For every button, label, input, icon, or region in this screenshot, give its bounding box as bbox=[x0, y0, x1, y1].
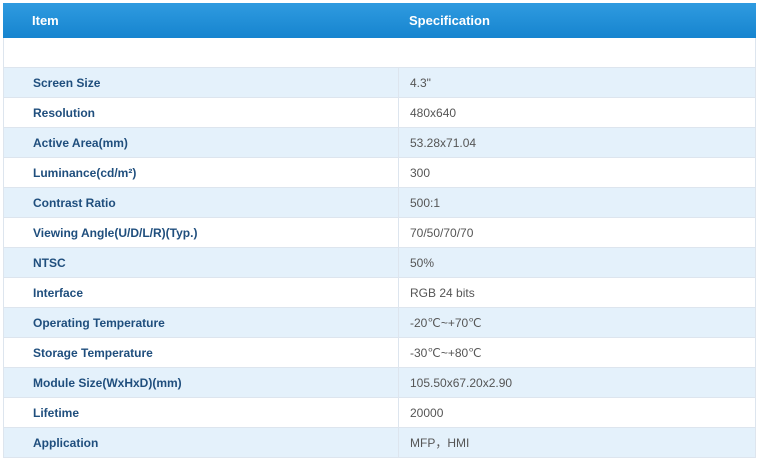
item-cell: Contrast Ratio bbox=[3, 188, 398, 217]
item-cell: Module Size(WxHxD)(mm) bbox=[3, 368, 398, 397]
spec-cell: 20000 bbox=[398, 398, 756, 427]
table-row: Screen Size 4.3" bbox=[3, 68, 756, 98]
spec-cell: -20℃~+70℃ bbox=[398, 308, 756, 337]
table-row: Storage Temperature -30℃~+80℃ bbox=[3, 338, 756, 368]
spec-table: Item Specification Screen Size 4.3" Resolu… bbox=[3, 3, 756, 458]
spec-cell: 105.50x67.20x2.90 bbox=[398, 368, 756, 397]
item-cell: Screen Size bbox=[3, 68, 398, 97]
spec-cell: 300 bbox=[398, 158, 756, 187]
spec-cell: 4.3" bbox=[398, 68, 756, 97]
item-cell: NTSC bbox=[3, 248, 398, 277]
header-row: Item Specification bbox=[3, 3, 756, 38]
spec-cell: MFP，HMI bbox=[398, 428, 756, 457]
spec-cell: 50% bbox=[398, 248, 756, 277]
table-row: Operating Temperature -20℃~+70℃ bbox=[3, 308, 756, 338]
item-cell: Luminance(cd/m²) bbox=[3, 158, 398, 187]
table-row: Application MFP，HMI bbox=[3, 428, 756, 458]
item-cell: Lifetime bbox=[3, 398, 398, 427]
table-row: Active Area(mm) 53.28x71.04 bbox=[3, 128, 756, 158]
table-row: Contrast Ratio 500:1 bbox=[3, 188, 756, 218]
table-row: NTSC 50% bbox=[3, 248, 756, 278]
spacer-row bbox=[3, 38, 756, 68]
table-row: Module Size(WxHxD)(mm) 105.50x67.20x2.90 bbox=[3, 368, 756, 398]
table-row: Luminance(cd/m²) 300 bbox=[3, 158, 756, 188]
item-cell: Operating Temperature bbox=[3, 308, 398, 337]
spec-cell: 480x640 bbox=[398, 98, 756, 127]
spec-cell: 70/50/70/70 bbox=[398, 218, 756, 247]
spec-cell: -30℃~+80℃ bbox=[398, 338, 756, 367]
item-cell: Interface bbox=[3, 278, 398, 307]
spec-cell: 53.28x71.04 bbox=[398, 128, 756, 157]
spec-cell: RGB 24 bits bbox=[398, 278, 756, 307]
item-cell: Active Area(mm) bbox=[3, 128, 398, 157]
table-row: Resolution 480x640 bbox=[3, 98, 756, 128]
item-cell: Storage Temperature bbox=[3, 338, 398, 367]
table-row: Lifetime 20000 bbox=[3, 398, 756, 428]
table-row: Viewing Angle(U/D/L/R)(Typ.) 70/50/70/70 bbox=[3, 218, 756, 248]
header-cell: Item bbox=[32, 13, 59, 28]
spec-cell: 500:1 bbox=[398, 188, 756, 217]
header-cell: Specification bbox=[409, 13, 490, 28]
spacer-cell bbox=[3, 38, 756, 67]
item-cell: Resolution bbox=[3, 98, 398, 127]
item-cell: Viewing Angle(U/D/L/R)(Typ.) bbox=[3, 218, 398, 247]
table-row: Interface RGB 24 bits bbox=[3, 278, 756, 308]
item-cell: Application bbox=[3, 428, 398, 457]
